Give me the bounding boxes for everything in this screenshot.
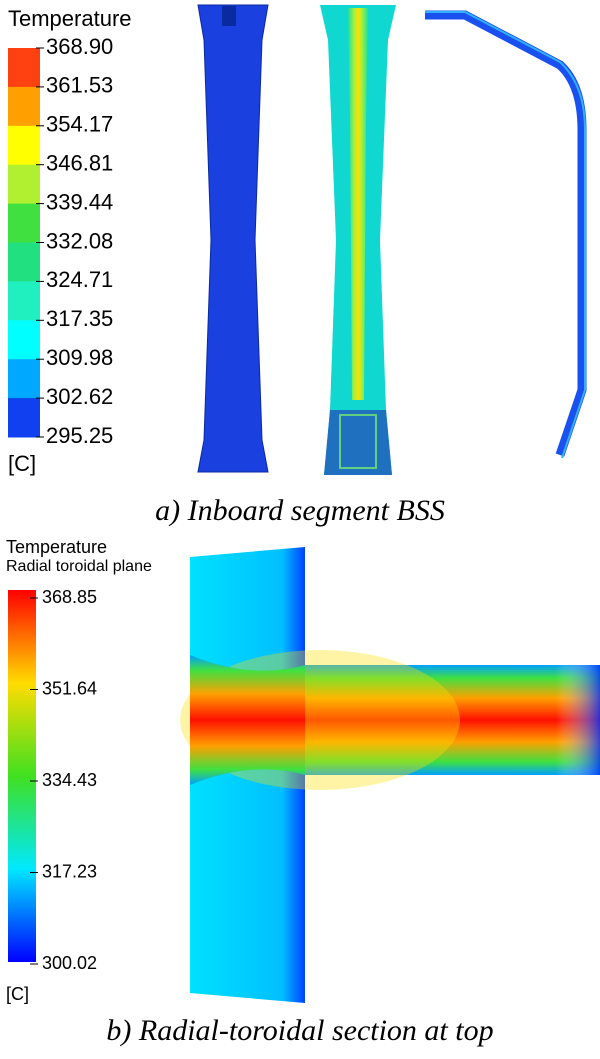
tick-label: 309.98 — [46, 345, 113, 370]
color-band — [8, 86, 40, 127]
color-band — [8, 359, 40, 399]
tick-label: 332.08 — [46, 228, 113, 253]
color-band — [8, 398, 40, 438]
contour-plot — [180, 547, 600, 1003]
tick-label: 295.25 — [46, 423, 113, 448]
color-band — [8, 48, 40, 88]
contour-plot — [197, 4, 587, 475]
caption: a) Inboard segment BSS — [155, 494, 445, 527]
legend-title: Temperature — [8, 6, 132, 31]
colorbar: 368.90 361.53 354.17 346.81 339.44 332.08 324.… — [8, 34, 113, 448]
legend-title: Temperature — [6, 537, 107, 557]
unit: [C] — [8, 451, 36, 476]
tick-label: 354.17 — [46, 112, 113, 137]
tick-label: 300.02 — [42, 953, 97, 973]
color-band — [8, 242, 40, 282]
tick-label: 334.43 — [42, 770, 97, 790]
tick-label: 351.64 — [42, 678, 97, 698]
tick-label: 317.35 — [46, 306, 113, 331]
color-band — [8, 125, 40, 166]
tick-label: 339.44 — [46, 189, 113, 214]
colorbar-ticks: 368.85 351.64 334.43 317.23 300.02 — [30, 587, 97, 973]
unit: [C] — [6, 984, 29, 1004]
caption: b) Radial-toroidal section at top — [106, 1014, 493, 1047]
tick-label: 302.62 — [46, 384, 113, 409]
color-band — [8, 203, 40, 243]
legend-subtitle: Radial toroidal plane — [6, 558, 152, 575]
colorbar — [8, 590, 36, 962]
tick-label: 361.53 — [46, 73, 113, 98]
tick-label: 368.85 — [42, 587, 97, 607]
tick-label: 368.90 — [46, 34, 113, 59]
color-band — [8, 164, 40, 205]
tick-label: 324.71 — [46, 267, 113, 292]
color-band — [8, 281, 40, 321]
tick-label: 317.23 — [42, 861, 97, 881]
color-band — [8, 320, 40, 360]
tick-label: 346.81 — [46, 151, 113, 176]
